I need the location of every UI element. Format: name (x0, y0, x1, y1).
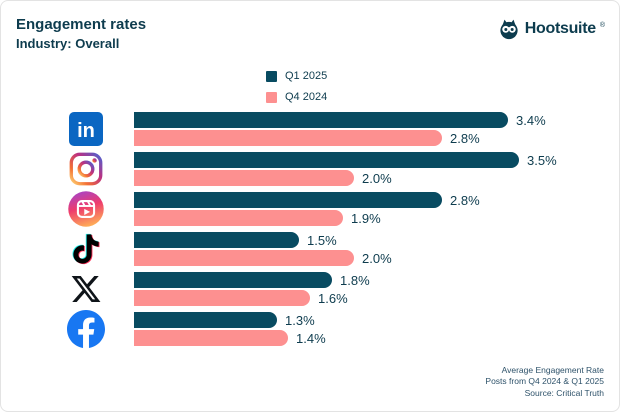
tiktok-icon (16, 232, 134, 266)
bar-value-label: 1.3% (285, 312, 315, 328)
hootsuite-logo: Hootsuite ® (497, 17, 605, 41)
bar-value-label: 1.4% (296, 330, 326, 346)
row-facebook: 1.3% 1.4% (16, 309, 604, 349)
bar-value-label: 3.5% (527, 152, 557, 168)
bar-q4 (134, 330, 288, 346)
bar-q1 (134, 312, 277, 328)
bar-q4 (134, 290, 310, 306)
bar-q1 (134, 192, 442, 208)
bar-q1 (134, 152, 519, 168)
bar-value-label: 1.9% (351, 210, 381, 226)
bar-q4 (134, 210, 343, 226)
source-note: Average Engagement Rate Posts from Q4 20… (485, 365, 604, 399)
bar-value-label: 2.0% (362, 250, 392, 266)
bar-chart: in 3.4% 2.8% (16, 109, 604, 349)
facebook-icon (16, 310, 134, 348)
bar-value-label: 2.0% (362, 170, 392, 186)
bar-q4 (134, 130, 442, 146)
bar-q4 (134, 170, 354, 186)
legend-swatch-q1-2025 (266, 70, 277, 82)
legend-label: Q1 2025 (285, 70, 328, 82)
page-subtitle: Industry: Overall (16, 36, 120, 52)
legend-swatch-q4-2024 (266, 91, 277, 103)
linkedin-icon: in (16, 111, 134, 147)
footer-line-3: Source: Critical Truth (524, 387, 604, 398)
svg-text:in: in (77, 120, 95, 142)
bar-value-label: 1.8% (340, 272, 370, 288)
legend-item-q1-2025: Q1 2025 (266, 70, 327, 82)
instagram-icon (16, 150, 134, 188)
bar-value-label: 3.4% (516, 112, 546, 128)
row-instagram: 3.5% 2.0% (16, 149, 604, 189)
row-x: 1.8% 1.6% (16, 269, 604, 309)
row-tiktok: 1.5% 2.0% (16, 229, 604, 269)
instagram-reels-icon (16, 190, 134, 228)
legend-label: Q4 2024 (285, 91, 328, 103)
bar-value-label: 1.5% (307, 232, 337, 248)
chart-legend: Q1 2025 Q4 2024 (266, 70, 327, 103)
legend-item-q4-2024: Q4 2024 (266, 91, 327, 103)
bar-q1 (134, 232, 299, 248)
bar-q1 (134, 112, 508, 128)
row-instagram-reels: 2.8% 1.9% (16, 189, 604, 229)
bar-q1 (134, 272, 332, 288)
bar-value-label: 2.8% (450, 192, 480, 208)
footer-line-1: Average Engagement Rate (501, 364, 604, 375)
registered-mark: ® (599, 22, 605, 29)
header: Engagement rates Industry: Overall (16, 15, 146, 53)
bar-value-label: 2.8% (450, 130, 480, 146)
bar-q4 (134, 250, 354, 266)
page-title: Engagement rates (16, 16, 147, 33)
hootsuite-wordmark: Hootsuite (524, 20, 596, 37)
hootsuite-owl-icon (497, 17, 521, 41)
footer-line-2: Posts from Q4 2024 & Q1 2025 (485, 376, 604, 387)
x-icon (16, 273, 134, 305)
bar-value-label: 1.6% (318, 290, 348, 306)
row-linkedin: in 3.4% 2.8% (16, 109, 604, 149)
